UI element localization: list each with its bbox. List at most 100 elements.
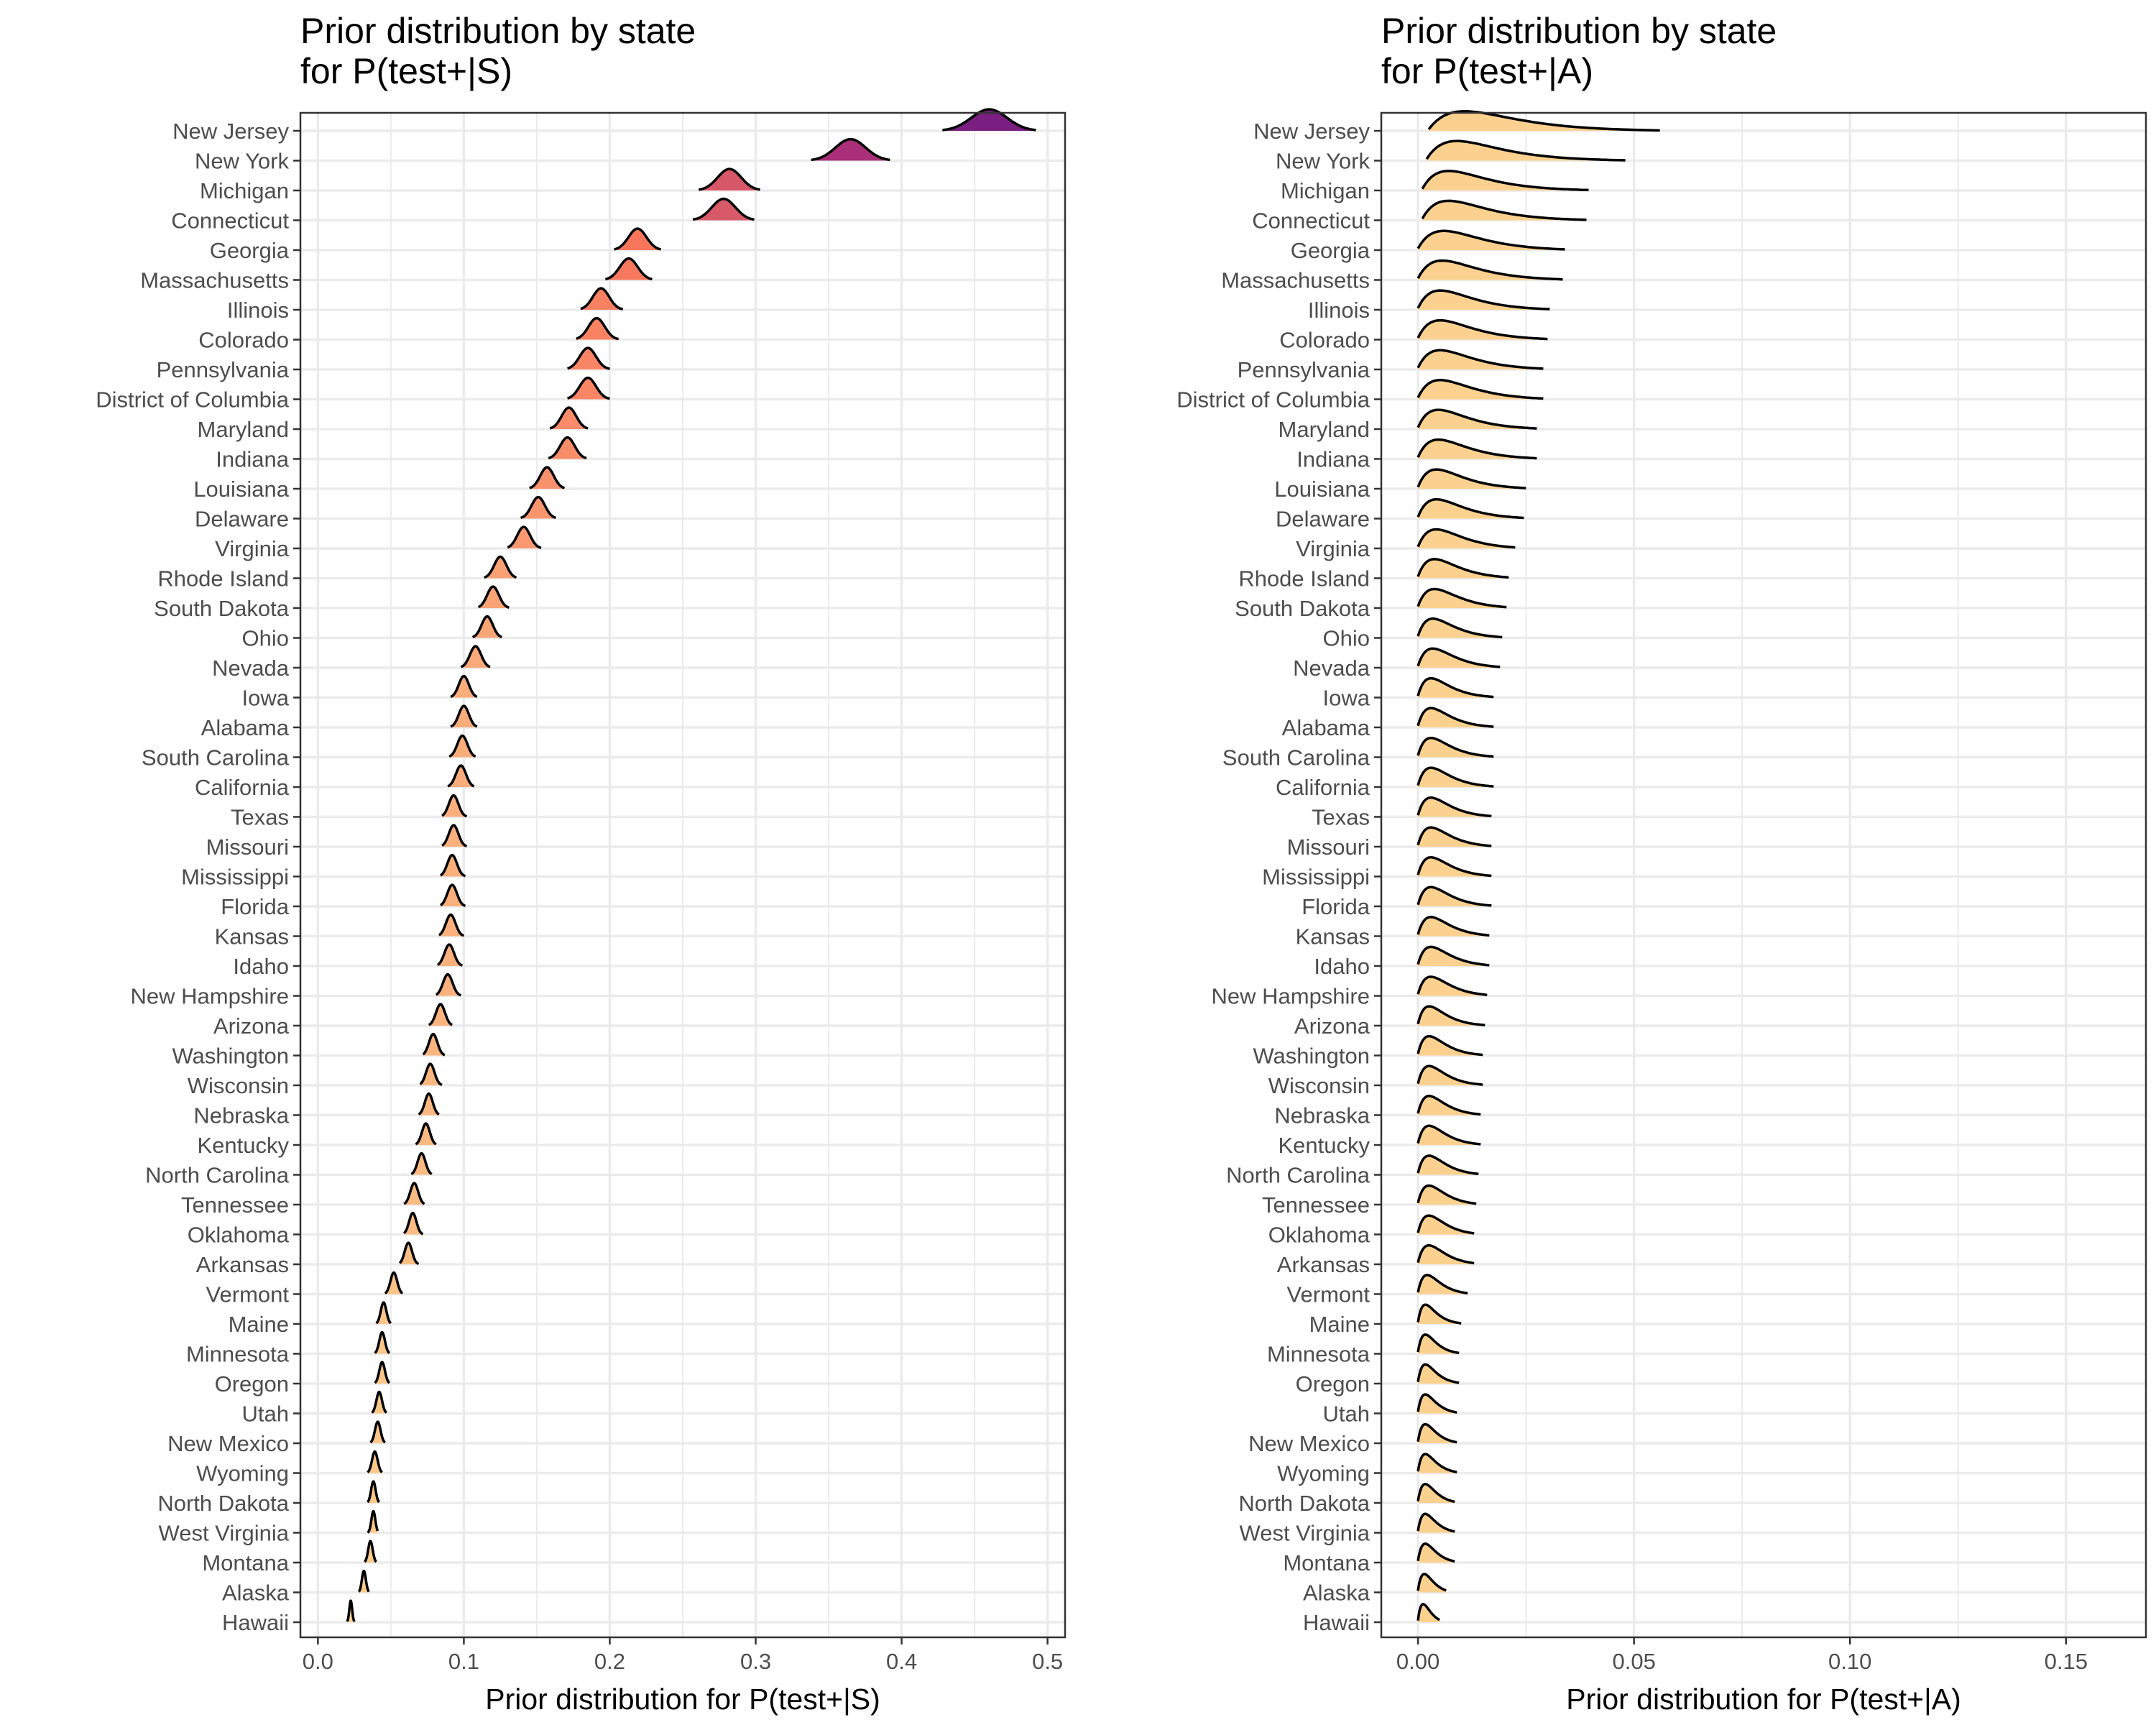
chart-title-line: for P(test+|A) [1381, 51, 1593, 91]
y-tick-label: California [195, 775, 290, 800]
y-tick-label: Georgia [210, 238, 290, 263]
y-tick-label: Utah [242, 1402, 289, 1427]
y-tick-label: Utah [1323, 1402, 1370, 1427]
density-area [484, 556, 517, 579]
x-tick-label: 0.05 [1612, 1649, 1655, 1674]
y-tick-label: California [1276, 775, 1370, 800]
density-area [451, 676, 477, 698]
y-tick-label: Florida [221, 894, 290, 919]
y-tick-label: Virginia [215, 536, 290, 561]
y-tick-label: Minnesota [1267, 1342, 1370, 1367]
y-tick-label: Montana [202, 1550, 289, 1576]
density-curve [1416, 975, 1488, 996]
density-curve [1416, 707, 1494, 728]
density-area [550, 408, 588, 429]
y-tick-label: New Jersey [172, 119, 289, 144]
density-curve [1416, 229, 1565, 251]
y-tick-label: Kansas [215, 924, 289, 949]
density-curve [1416, 1453, 1458, 1473]
density-curve [435, 972, 462, 997]
y-tick-label: Montana [1283, 1550, 1370, 1576]
density-area [1418, 1006, 1485, 1026]
density-curve [1416, 498, 1524, 520]
y-tick-label: Michigan [200, 178, 289, 203]
density-curve [1416, 468, 1526, 489]
y-tick-label: North Carolina [145, 1163, 290, 1188]
density-area [1418, 350, 1544, 369]
density-curve [1416, 1542, 1456, 1563]
density-curve [1416, 916, 1490, 937]
y-tick-label: Alabama [1282, 715, 1370, 740]
density-area [693, 198, 755, 221]
density-curve [450, 674, 478, 699]
chart-title-line: Prior distribution by state [1381, 11, 1777, 51]
density-curve [369, 1420, 387, 1444]
density-curve [448, 734, 476, 758]
y-tick-label: Hawaii [222, 1610, 289, 1635]
y-tick-label: Nevada [1293, 656, 1370, 681]
y-tick-label: North Carolina [1226, 1163, 1370, 1188]
y-tick-label: Hawaii [1303, 1610, 1370, 1635]
x-tick-label: 0.2 [594, 1649, 625, 1674]
density-curve [1416, 1303, 1462, 1325]
density-curve [1416, 349, 1544, 370]
density-area [1418, 887, 1492, 906]
y-tick-label: Wyoming [196, 1461, 289, 1486]
density-curve [1416, 1064, 1483, 1086]
density-area [614, 229, 661, 250]
y-tick-label: Georgia [1291, 238, 1370, 263]
y-tick-label: Vermont [1287, 1282, 1370, 1307]
y-tick-label: Oklahoma [1268, 1223, 1370, 1248]
density-area [548, 437, 586, 459]
y-tick-label: Rhode Island [1238, 566, 1370, 592]
density-curve [580, 287, 624, 310]
density-area [1422, 201, 1587, 221]
y-tick-label: Washington [1253, 1044, 1370, 1069]
y-tick-label: Indiana [1296, 447, 1370, 472]
y-tick-label: District of Columbia [96, 387, 289, 413]
density-curve [398, 1241, 420, 1266]
density-curve [1416, 736, 1494, 758]
density-curve [566, 376, 611, 400]
density-area [1418, 320, 1548, 340]
density-area [1418, 410, 1537, 429]
density-area [1418, 469, 1526, 489]
y-tick-label: Massachusetts [1221, 268, 1370, 293]
density-curve [520, 495, 557, 520]
chart-title-line: for P(test+|S) [300, 51, 512, 91]
density-area [367, 1511, 378, 1533]
density-curve [1416, 587, 1507, 609]
density-area [580, 288, 623, 310]
density-curve [477, 585, 510, 609]
y-tick-label: North Dakota [1238, 1491, 1370, 1516]
density-area [1418, 558, 1509, 579]
density-curve [1416, 259, 1563, 281]
y-tick-label: Vermont [206, 1282, 290, 1307]
panel-border [299, 111, 1067, 1639]
density-curve [375, 1301, 392, 1325]
density-curve [1416, 1274, 1468, 1295]
density-area [1418, 857, 1492, 877]
density-curve [1416, 945, 1490, 967]
density-curve [366, 1480, 381, 1504]
density-curve [1416, 1154, 1479, 1176]
y-tick-label: Rhode Island [157, 566, 289, 592]
y-tick-label: South Dakota [1235, 596, 1370, 621]
y-tick-label: West Virginia [1240, 1521, 1370, 1546]
density-curve [1416, 1512, 1456, 1533]
density-area [1418, 439, 1537, 459]
density-curve [415, 1122, 438, 1146]
y-tick-label: Louisiana [193, 477, 289, 502]
density-curve [1416, 1603, 1441, 1622]
density-curve [436, 943, 464, 967]
density-area [1418, 260, 1563, 280]
density-area [1418, 768, 1494, 787]
density-curve [402, 1182, 425, 1205]
density-curve [1416, 796, 1492, 818]
density-curve [1416, 766, 1494, 788]
density-curve [460, 645, 492, 668]
y-tick-label: Oklahoma [188, 1223, 290, 1248]
y-tick-label: Alabama [201, 715, 290, 740]
